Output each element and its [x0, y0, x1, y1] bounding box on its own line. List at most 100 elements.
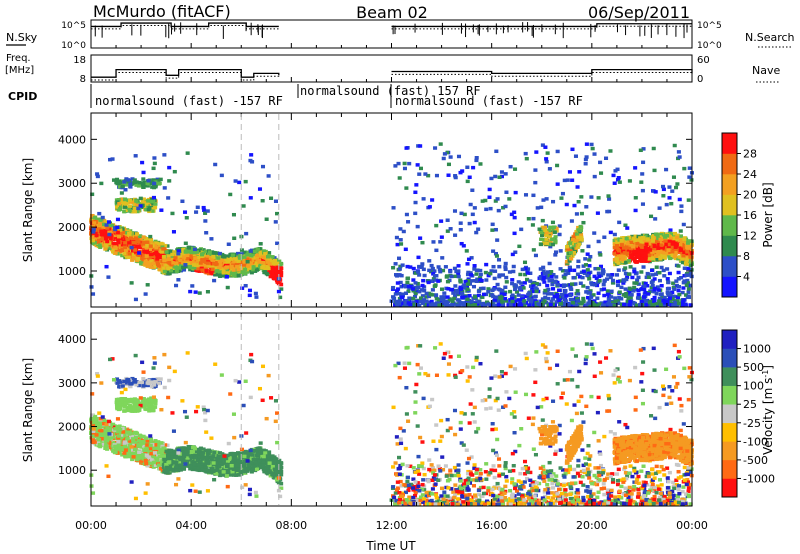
echo-cell — [258, 250, 263, 254]
echo-cell — [495, 282, 500, 287]
echo-cell — [679, 204, 684, 208]
echo-cell — [503, 296, 508, 301]
echo-cell — [98, 223, 103, 227]
echo-cell — [596, 291, 601, 295]
echo-cell — [503, 267, 508, 272]
echo-cell — [682, 237, 687, 241]
echo-cell — [142, 205, 147, 209]
echo-cell — [673, 251, 678, 255]
echo-cell — [128, 242, 133, 246]
echo-cell — [188, 267, 193, 272]
echo-cell — [489, 176, 494, 181]
echo-cell — [565, 245, 570, 249]
echo-cell — [197, 255, 202, 260]
echo-cell — [213, 272, 218, 276]
echo-cell — [430, 198, 435, 202]
echo-cell — [120, 253, 125, 258]
echo-cell — [101, 222, 106, 227]
echo-cell — [161, 247, 166, 251]
echo-cell — [676, 256, 681, 261]
echo-cell — [153, 248, 158, 252]
echo-cell — [430, 293, 435, 297]
echo-cell — [650, 283, 655, 288]
power-colorbar-swatch — [722, 194, 737, 216]
echo-cell — [640, 236, 646, 241]
echo-cell — [145, 181, 150, 186]
echo-cell — [613, 296, 618, 300]
echo-cell — [540, 297, 545, 301]
echo-cell — [551, 199, 556, 204]
freq-label-2: [MHz] — [5, 65, 34, 76]
echo-cell — [152, 156, 157, 160]
echo-cell — [269, 196, 274, 200]
echo-cell — [647, 253, 652, 258]
echo-cell — [676, 288, 681, 293]
echo-cell — [670, 249, 675, 254]
echo-cell — [568, 297, 573, 302]
echo-cell — [689, 255, 694, 259]
echo-cell — [224, 257, 229, 261]
echo-cell — [575, 232, 580, 236]
echo-cell — [576, 259, 581, 264]
echo-cell — [555, 293, 560, 297]
echo-cell — [676, 264, 681, 268]
echo-cell — [675, 299, 680, 303]
echo-cell — [548, 239, 553, 244]
echo-cell — [203, 211, 208, 215]
echo-cell — [552, 230, 557, 235]
echo-cell — [614, 257, 619, 261]
echo-cell — [495, 299, 500, 303]
echo-cell — [267, 251, 272, 255]
echo-cell — [156, 264, 161, 268]
echo-cell — [666, 244, 671, 249]
echo-cell — [166, 257, 171, 261]
echo-cell — [254, 263, 259, 267]
echo-cell — [110, 241, 115, 246]
echo-cell — [202, 264, 207, 268]
echo-cell — [202, 260, 207, 264]
echo-cell — [657, 270, 662, 275]
echo-cell — [244, 231, 249, 236]
echo-cell — [190, 260, 195, 265]
echo-cell — [542, 271, 547, 276]
echo-cell — [431, 272, 436, 276]
echo-cell — [548, 244, 553, 249]
echo-cell — [125, 237, 130, 242]
echo-cell — [632, 256, 637, 261]
echo-cell — [231, 212, 236, 217]
echo-cell — [627, 259, 632, 263]
echo-cell — [682, 266, 687, 270]
echo-cell — [656, 246, 661, 250]
echo-cell — [529, 300, 534, 304]
echo-cell — [397, 298, 402, 303]
echo-cell — [565, 247, 570, 251]
echo-cell — [235, 251, 241, 256]
echo-cell — [221, 270, 226, 275]
echo-cell — [571, 235, 576, 240]
echo-cell — [671, 240, 676, 244]
echo-cell — [657, 239, 662, 243]
echo-cell — [559, 196, 564, 200]
echo-cell — [605, 277, 610, 281]
echo-cell — [413, 211, 418, 216]
echo-cell — [583, 162, 588, 166]
echo-cell — [129, 200, 134, 204]
echo-cell — [90, 236, 95, 241]
echo-cell — [676, 150, 681, 154]
echo-cell — [558, 249, 563, 253]
echo-cell — [539, 205, 544, 210]
echo-cell — [596, 271, 601, 276]
echo-cell — [124, 255, 129, 259]
echo-cell — [465, 297, 470, 302]
echo-cell — [688, 303, 693, 307]
echo-cell — [434, 278, 439, 282]
echo-cell — [542, 237, 547, 242]
echo-cell — [491, 264, 496, 269]
echo-cell — [170, 252, 175, 257]
echo-cell — [534, 289, 539, 294]
echo-cell — [118, 240, 123, 245]
power-colorbar-swatch — [722, 133, 737, 154]
power-colorbar-swatch — [722, 235, 737, 257]
echo-cell — [548, 231, 553, 236]
echo-cell — [579, 195, 584, 199]
